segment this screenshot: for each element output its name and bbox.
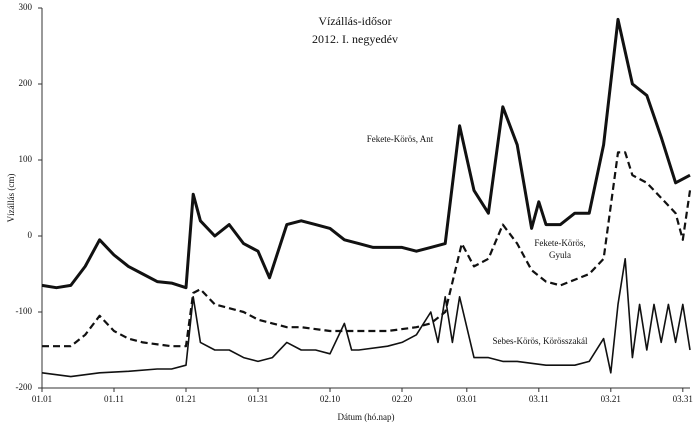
y-tick-label: 0 — [28, 230, 33, 240]
y-tick-label: 300 — [19, 2, 33, 12]
x-tick-label: 02.20 — [392, 394, 413, 404]
y-tick-label: 200 — [19, 78, 33, 88]
chart-title: Vízállás-idősor — [318, 14, 391, 28]
series-annotation: Gyula — [549, 250, 571, 260]
x-tick-label: 03.01 — [457, 394, 477, 404]
x-tick-label: 01.01 — [32, 394, 52, 404]
x-tick-label: 01.11 — [104, 394, 124, 404]
x-tick-label: 01.21 — [176, 394, 196, 404]
x-tick-label: 03.11 — [529, 394, 549, 404]
series-annotation: Fekete-Körös, Ant — [367, 134, 434, 144]
series-line — [42, 151, 692, 348]
series-line — [41, 258, 691, 378]
series-line — [41, 17, 691, 290]
chart-subtitle: 2012. I. negyedév — [312, 32, 398, 46]
y-tick-label: 100 — [19, 154, 33, 164]
x-tick-label: 03.31 — [673, 394, 693, 404]
x-axis-title: Dátum (hó.nap) — [338, 412, 395, 422]
x-tick-label: 01.31 — [248, 394, 268, 404]
y-tick-label: -100 — [16, 306, 33, 316]
x-tick-label: 03.21 — [601, 394, 621, 404]
x-tick-label: 02.10 — [320, 394, 341, 404]
y-tick-label: -200 — [16, 382, 33, 392]
y-axis-title: Vízállás (cm) — [6, 174, 16, 223]
series-annotation: Sebes-Körös, Körösszakál — [493, 336, 588, 346]
series-annotation: Fekete-Körös, — [534, 238, 585, 248]
